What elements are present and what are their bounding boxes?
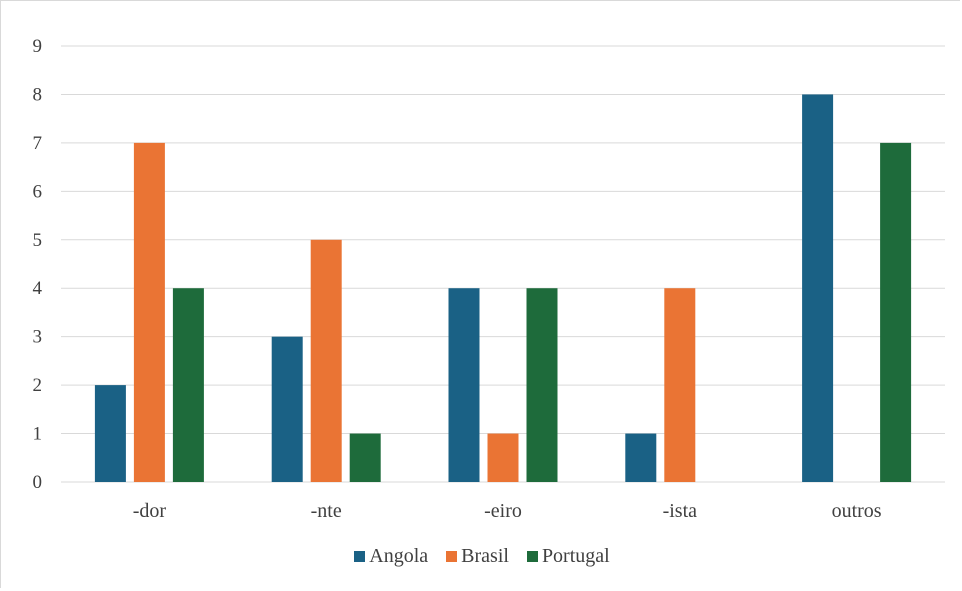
bar-portugal-eiro: [526, 288, 558, 482]
bar-angola-nte: [271, 336, 303, 482]
legend: Angola Brasil Portugal: [1, 545, 962, 568]
x-category-label: outros: [832, 500, 882, 522]
bar-brasil-ista: [664, 288, 696, 482]
legend-item-angola: Angola: [354, 545, 428, 568]
bar-angola-outros: [802, 94, 834, 482]
bar-brasil-dor: [133, 142, 165, 482]
x-category-label: -dor: [133, 500, 167, 522]
bar-angola-dor: [94, 385, 126, 482]
legend-label-portugal: Portugal: [541, 545, 610, 567]
y-tick-label: 8: [33, 84, 43, 105]
y-tick-label: 4: [33, 278, 43, 299]
bar-portugal-outros: [880, 142, 912, 482]
legend-swatch-angola: [354, 551, 366, 562]
bar-brasil-nte: [310, 239, 342, 482]
y-tick-label: 0: [33, 472, 43, 493]
y-tick-label: 2: [33, 375, 43, 396]
y-tick-label: 6: [33, 181, 43, 202]
legend-item-portugal: Portugal: [526, 545, 610, 568]
legend-swatch-brasil: [446, 551, 458, 562]
bar-brasil-eiro: [487, 433, 519, 482]
y-tick-label: 5: [33, 230, 43, 251]
bar-angola-ista: [625, 433, 657, 482]
x-category-label: -nte: [311, 500, 342, 522]
x-axis-categories: -dor -nte -eiro -ista outros: [133, 500, 882, 522]
x-category-label: -ista: [663, 500, 698, 522]
legend-label-angola: Angola: [369, 545, 429, 567]
y-tick-label: 9: [33, 36, 43, 57]
y-tick-label: 7: [33, 133, 43, 154]
y-tick-label: 3: [33, 327, 43, 348]
gridlines: [61, 45, 945, 483]
legend-swatch-portugal: [526, 551, 538, 562]
bar-portugal-dor: [172, 288, 204, 482]
y-tick-label: 1: [33, 424, 43, 445]
x-category-label: -eiro: [484, 500, 522, 522]
bar-angola-eiro: [448, 288, 480, 482]
bar-portugal-nte: [349, 433, 381, 482]
bars: [94, 94, 912, 482]
legend-label-brasil: Brasil: [461, 545, 509, 567]
legend-item-brasil: Brasil: [446, 545, 509, 568]
y-axis-ticks: 0 1 2 3 4 5 6 7 8 9: [33, 36, 43, 493]
